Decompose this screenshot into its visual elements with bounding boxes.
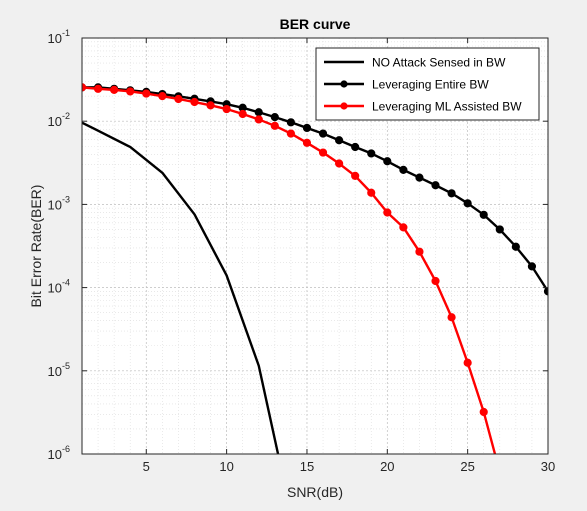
y-tick-label: 10-4 <box>48 278 70 296</box>
chart-title: BER curve <box>280 16 351 32</box>
x-tick-label: 10 <box>219 459 233 474</box>
y-tick-exponent: -5 <box>62 361 70 371</box>
data-point <box>367 188 376 197</box>
data-point <box>495 225 504 234</box>
plot-frame <box>81 37 549 455</box>
y-tick-label: 10-3 <box>48 194 70 212</box>
series-layer <box>82 83 548 454</box>
data-point <box>463 199 472 208</box>
y-tick-exponent: -6 <box>62 444 70 454</box>
data-point <box>543 287 548 296</box>
x-tick-label: 15 <box>300 459 314 474</box>
y-tick-exponent: -1 <box>62 28 70 38</box>
data-point <box>383 208 392 217</box>
data-point <box>286 118 295 127</box>
data-point <box>190 97 199 107</box>
data-point <box>270 121 279 130</box>
y-tick-exponent: -3 <box>62 194 70 204</box>
data-point <box>93 84 103 93</box>
x-tick-label: 30 <box>541 459 555 474</box>
data-point <box>270 113 279 122</box>
data-point <box>302 138 312 147</box>
legend: NO Attack Sensed in BW Leveraging Entire … <box>315 47 540 121</box>
data-point <box>399 223 408 232</box>
data-point <box>238 109 247 119</box>
y-tick-label: 10-2 <box>48 111 70 129</box>
data-point <box>254 108 263 117</box>
data-point <box>479 407 488 417</box>
data-point <box>142 89 151 98</box>
data-point <box>126 87 135 96</box>
data-point <box>479 210 488 219</box>
data-point <box>351 171 360 181</box>
data-point <box>335 136 344 145</box>
data-point <box>447 189 456 198</box>
legend-swatch-marker <box>340 80 348 88</box>
x-tick-label: 5 <box>143 459 150 474</box>
data-point <box>158 92 167 101</box>
data-point <box>286 129 295 138</box>
data-point <box>222 104 231 114</box>
y-tick-exponent: -2 <box>62 111 70 121</box>
y-tick-label: 10-6 <box>48 444 70 462</box>
y-axis-label: Bit Error Rate(BER) <box>28 185 44 308</box>
data-point <box>351 142 360 152</box>
legend-swatch-marker <box>340 102 348 110</box>
data-point <box>447 313 456 322</box>
series-3 <box>82 83 497 454</box>
data-point <box>399 165 408 174</box>
data-point <box>318 148 328 157</box>
data-point <box>335 159 344 168</box>
data-point <box>206 101 215 110</box>
data-point <box>431 276 440 286</box>
x-tick-label: 25 <box>460 459 474 474</box>
data-point <box>318 129 328 138</box>
data-point <box>110 85 119 94</box>
legend-label: NO Attack Sensed in BW <box>372 56 506 70</box>
series-1 <box>82 121 280 454</box>
data-point <box>383 157 392 166</box>
y-tick-exponent: -4 <box>62 278 70 288</box>
data-point <box>527 262 537 271</box>
series-line <box>82 121 280 454</box>
data-point <box>254 115 263 124</box>
data-point <box>463 358 472 367</box>
data-point <box>431 181 440 190</box>
x-tick-label: 20 <box>380 459 394 474</box>
data-point <box>302 123 312 133</box>
x-axis-label: SNR(dB) <box>287 484 343 500</box>
y-tick-label: 10-5 <box>48 361 70 379</box>
legend-label: Leveraging Entire BW <box>372 78 489 92</box>
data-point <box>367 149 376 158</box>
legend-label: Leveraging ML Assisted BW <box>372 100 522 114</box>
data-point <box>511 242 520 251</box>
data-point <box>174 94 183 104</box>
data-point <box>415 173 424 182</box>
y-tick-label: 10-1 <box>48 28 70 46</box>
data-point <box>415 247 424 256</box>
